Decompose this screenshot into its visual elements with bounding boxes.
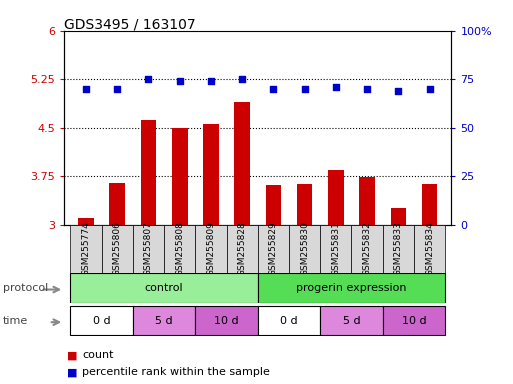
Bar xyxy=(258,273,445,303)
Point xyxy=(269,86,278,92)
Point xyxy=(144,76,152,82)
Point xyxy=(175,78,184,84)
Text: GSM255806: GSM255806 xyxy=(113,221,122,276)
Point xyxy=(332,84,340,90)
Text: GDS3495 / 163107: GDS3495 / 163107 xyxy=(64,17,196,31)
Bar xyxy=(383,225,414,273)
Bar xyxy=(383,306,445,335)
Bar xyxy=(351,225,383,273)
Text: GSM255834: GSM255834 xyxy=(425,221,434,276)
Bar xyxy=(102,225,133,273)
Bar xyxy=(195,306,258,335)
Bar xyxy=(266,185,281,225)
Bar xyxy=(70,306,133,335)
Bar xyxy=(109,183,125,225)
Bar xyxy=(227,225,258,273)
Bar xyxy=(359,177,375,225)
Text: GSM255807: GSM255807 xyxy=(144,221,153,276)
Bar xyxy=(70,273,258,303)
Text: 10 d: 10 d xyxy=(214,316,239,326)
Point xyxy=(207,78,215,84)
Bar xyxy=(164,225,195,273)
Bar xyxy=(133,306,195,335)
Bar xyxy=(320,225,351,273)
Bar xyxy=(258,225,289,273)
Text: protocol: protocol xyxy=(3,283,48,293)
Bar xyxy=(70,225,102,273)
Bar xyxy=(289,225,320,273)
Text: GSM255829: GSM255829 xyxy=(269,221,278,276)
Bar xyxy=(133,225,164,273)
Bar xyxy=(258,306,320,335)
Bar xyxy=(422,184,438,225)
Point xyxy=(113,86,122,92)
Text: ■: ■ xyxy=(67,350,77,360)
Point xyxy=(301,86,309,92)
Text: 10 d: 10 d xyxy=(402,316,426,326)
Text: GSM255828: GSM255828 xyxy=(238,221,247,276)
Text: 5 d: 5 d xyxy=(155,316,173,326)
Bar xyxy=(195,225,227,273)
Text: GSM255833: GSM255833 xyxy=(394,221,403,276)
Text: GSM255808: GSM255808 xyxy=(175,221,184,276)
Text: time: time xyxy=(3,316,28,326)
Bar xyxy=(172,128,188,225)
Bar xyxy=(390,209,406,225)
Bar xyxy=(141,120,156,225)
Point xyxy=(394,88,402,94)
Text: 0 d: 0 d xyxy=(93,316,110,326)
Text: GSM255774: GSM255774 xyxy=(82,221,90,276)
Point xyxy=(425,86,433,92)
Text: GSM255809: GSM255809 xyxy=(206,221,215,276)
Text: 5 d: 5 d xyxy=(343,316,360,326)
Text: progerin expression: progerin expression xyxy=(296,283,407,293)
Text: GSM255830: GSM255830 xyxy=(300,221,309,276)
Text: ■: ■ xyxy=(67,367,77,377)
Bar xyxy=(234,102,250,225)
Text: count: count xyxy=(82,350,113,360)
Bar xyxy=(297,184,312,225)
Point xyxy=(82,86,90,92)
Text: GSM255832: GSM255832 xyxy=(363,221,371,276)
Bar xyxy=(414,225,445,273)
Text: control: control xyxy=(145,283,183,293)
Bar xyxy=(328,170,344,225)
Point xyxy=(363,86,371,92)
Text: GSM255831: GSM255831 xyxy=(331,221,340,276)
Text: percentile rank within the sample: percentile rank within the sample xyxy=(82,367,270,377)
Bar xyxy=(203,124,219,225)
Bar xyxy=(320,306,383,335)
Point xyxy=(238,76,246,82)
Bar xyxy=(78,218,94,225)
Text: 0 d: 0 d xyxy=(280,316,298,326)
